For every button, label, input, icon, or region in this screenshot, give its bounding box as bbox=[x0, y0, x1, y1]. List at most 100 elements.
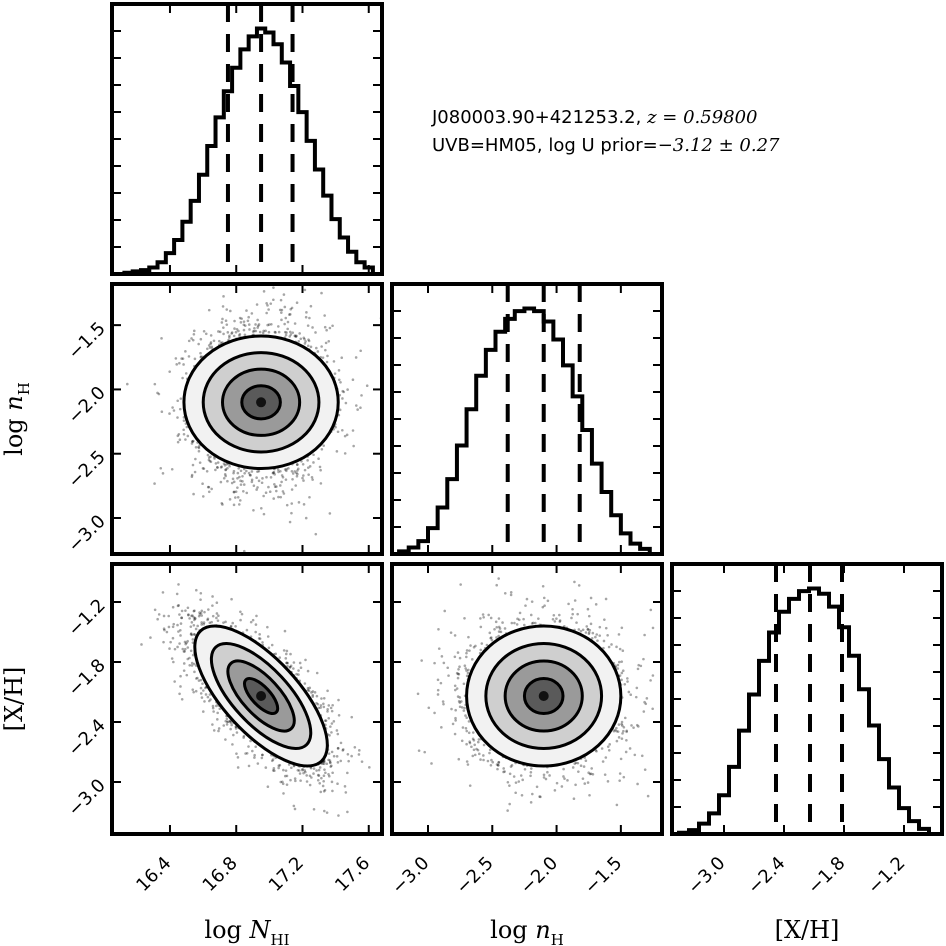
scatter-point bbox=[239, 610, 242, 614]
scatter-point bbox=[620, 626, 624, 630]
scatter-point bbox=[339, 380, 342, 384]
scatter-point bbox=[232, 469, 236, 473]
scatter-point bbox=[304, 315, 308, 319]
scatter-point bbox=[621, 732, 624, 735]
scatter-point bbox=[201, 482, 204, 485]
scatter-point bbox=[176, 416, 179, 419]
scatter-point bbox=[346, 771, 349, 775]
scatter-point bbox=[250, 478, 254, 482]
scatter-point bbox=[436, 688, 440, 692]
scatter-point bbox=[199, 355, 203, 359]
scatter-point bbox=[294, 779, 297, 783]
scatter-point bbox=[199, 337, 203, 341]
scatter-point bbox=[472, 738, 476, 742]
y-tick-label: −2.4 bbox=[64, 715, 110, 761]
scatter-point bbox=[253, 753, 256, 757]
scatter-point bbox=[280, 308, 284, 312]
scatter-point bbox=[495, 625, 499, 629]
scatter-point bbox=[327, 716, 331, 720]
scatter-point bbox=[320, 291, 323, 295]
scatter-point bbox=[329, 706, 333, 710]
scatter-point bbox=[322, 705, 326, 709]
scatter-point bbox=[625, 738, 628, 742]
scatter-point bbox=[215, 616, 218, 620]
scatter-point bbox=[235, 752, 238, 755]
scatter-point bbox=[296, 463, 299, 466]
scatter-point bbox=[289, 333, 293, 336]
scatter-point bbox=[234, 490, 238, 493]
scatter-point bbox=[226, 466, 229, 470]
scatter-point bbox=[320, 448, 324, 451]
x-tick-label: −2.5 bbox=[452, 853, 498, 899]
scatter-point bbox=[240, 612, 244, 616]
scatter-point bbox=[464, 714, 467, 717]
scatter-point bbox=[473, 753, 477, 757]
scatter-point bbox=[172, 660, 175, 664]
scatter-point bbox=[308, 465, 312, 468]
scatter-point bbox=[283, 629, 287, 633]
scatter-point bbox=[191, 463, 195, 467]
scatter-point bbox=[255, 488, 258, 491]
scatter-point bbox=[535, 785, 539, 789]
scatter-point bbox=[344, 791, 348, 794]
x-tick-label: −3.0 bbox=[388, 853, 434, 899]
scatter-point bbox=[458, 665, 461, 669]
scatter-point bbox=[316, 702, 320, 706]
scatter-point bbox=[239, 483, 243, 486]
scatter-point bbox=[178, 613, 181, 616]
scatter-point bbox=[325, 328, 328, 332]
scatter-point bbox=[232, 490, 236, 494]
scatter-point bbox=[328, 761, 332, 765]
scatter-point bbox=[626, 680, 629, 683]
scatter-point bbox=[622, 729, 625, 733]
scatter-point bbox=[239, 469, 243, 473]
scatter-point bbox=[459, 583, 462, 586]
scatter-point bbox=[225, 717, 229, 721]
scatter-point bbox=[282, 293, 286, 296]
scatter-point bbox=[192, 632, 196, 636]
scatter-point bbox=[245, 309, 248, 312]
scatter-point bbox=[644, 702, 648, 706]
scatter-point bbox=[269, 302, 273, 305]
scatter-point bbox=[261, 477, 264, 480]
scatter-point bbox=[446, 666, 450, 670]
scatter-point bbox=[189, 632, 193, 636]
scatter-point bbox=[220, 321, 224, 324]
scatter-point bbox=[267, 646, 271, 650]
scatter-point bbox=[298, 772, 302, 775]
scatter-point bbox=[186, 639, 189, 643]
scatter-point bbox=[462, 682, 466, 686]
scatter-point bbox=[615, 729, 618, 733]
scatter-point bbox=[266, 304, 269, 307]
scatter-point bbox=[324, 341, 328, 345]
scatter-point bbox=[524, 604, 527, 607]
scatter-point bbox=[232, 471, 235, 475]
annotation-line-2: UVB=HM05, log U prior=−3.12 ± 0.27 bbox=[432, 135, 780, 156]
scatter-point bbox=[506, 780, 510, 784]
scatter-point bbox=[222, 332, 225, 336]
scatter-point bbox=[179, 628, 182, 632]
scatter-point bbox=[351, 378, 355, 381]
scatter-point bbox=[156, 617, 159, 621]
scatter-point bbox=[456, 672, 460, 676]
scatter-point bbox=[295, 475, 299, 478]
scatter-point bbox=[497, 625, 501, 629]
scatter-point bbox=[178, 642, 181, 645]
scatter-point bbox=[279, 469, 282, 473]
scatter-point bbox=[417, 749, 421, 752]
scatter-point bbox=[575, 621, 578, 624]
scatter-point bbox=[207, 456, 211, 459]
scatter-point bbox=[197, 446, 201, 450]
scatter-point bbox=[509, 593, 513, 597]
scatter-point bbox=[665, 677, 668, 680]
scatter-point bbox=[222, 724, 226, 727]
scatter-point bbox=[571, 612, 574, 616]
scatter-point bbox=[509, 765, 513, 768]
scatter-point bbox=[188, 617, 191, 620]
scatter-point bbox=[302, 336, 306, 340]
scatter-point bbox=[287, 467, 290, 470]
scatter-point bbox=[207, 485, 211, 489]
scatter-point bbox=[190, 621, 194, 624]
scatter-point bbox=[318, 766, 322, 769]
scatter-point bbox=[270, 643, 274, 647]
